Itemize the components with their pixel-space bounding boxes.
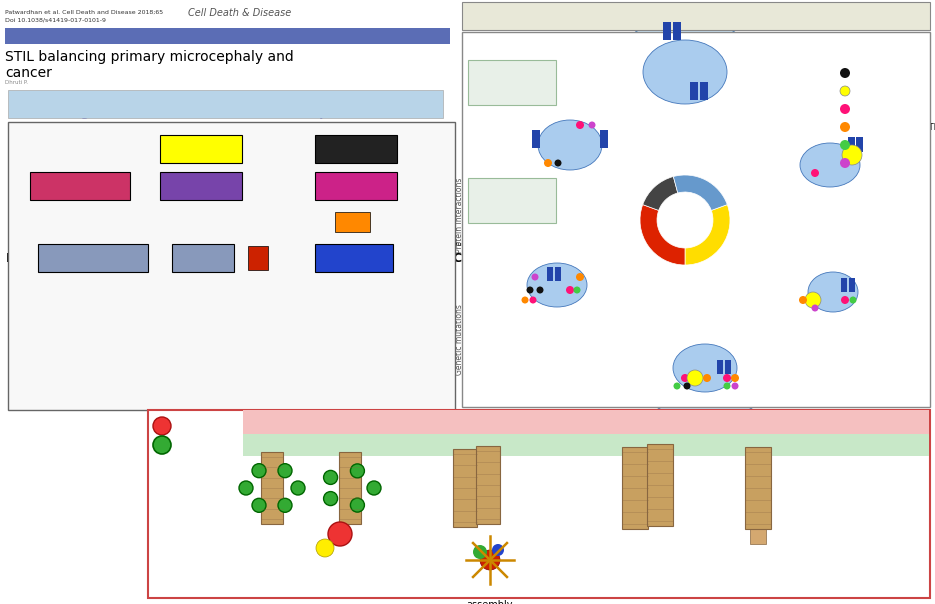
Circle shape [537, 286, 543, 294]
Wedge shape [685, 205, 730, 265]
Ellipse shape [495, 80, 645, 210]
Text: STAN: STAN [338, 253, 370, 263]
Circle shape [252, 464, 266, 478]
FancyBboxPatch shape [673, 22, 681, 40]
Circle shape [724, 382, 730, 390]
Ellipse shape [485, 224, 625, 340]
Circle shape [324, 492, 338, 506]
FancyBboxPatch shape [160, 135, 242, 163]
FancyBboxPatch shape [148, 410, 930, 598]
Text: 1148: 1148 [387, 232, 399, 237]
Ellipse shape [771, 238, 895, 342]
Text: 499: 499 [229, 232, 238, 237]
Text: STIL
box: STIL box [346, 217, 358, 227]
Text: p.Lys785Glufs*2: p.Lys785Glufs*2 [169, 303, 214, 308]
Text: C: C [452, 251, 461, 265]
FancyBboxPatch shape [468, 178, 556, 223]
Text: CDK1/Cyclin B: CDK1/Cyclin B [855, 68, 915, 77]
Text: b: b [829, 283, 837, 293]
Circle shape [805, 292, 821, 308]
Text: Patwardhan et al. Cell Death and Disease 2018;65: Patwardhan et al. Cell Death and Disease… [5, 10, 163, 15]
Text: ON: ON [630, 415, 654, 429]
Wedge shape [673, 175, 727, 210]
Text: Genetic mutations: Genetic mutations [455, 304, 465, 376]
Text: Dhruti P.: Dhruti P. [5, 80, 130, 85]
FancyBboxPatch shape [717, 360, 723, 374]
Text: Cartwheel (HsSAS-6)
assembly: Cartwheel (HsSAS-6) assembly [439, 588, 540, 604]
Ellipse shape [538, 120, 602, 170]
Text: f: f [688, 67, 692, 77]
FancyBboxPatch shape [462, 32, 930, 407]
Text: 26: 26 [35, 232, 41, 237]
Text: p.Gly717Glu: p.Gly717Glu [21, 333, 55, 338]
Text: 385: 385 [167, 232, 177, 237]
FancyBboxPatch shape [243, 434, 355, 456]
FancyBboxPatch shape [555, 267, 561, 281]
Circle shape [316, 539, 334, 557]
Text: REVIEW ARTICLE: REVIEW ARTICLE [12, 31, 103, 41]
FancyBboxPatch shape [38, 244, 148, 272]
Circle shape [291, 481, 305, 495]
Text: Spindle
Assembly
Checkpoint: Spindle Assembly Checkpoint [491, 67, 534, 97]
Ellipse shape [617, 14, 753, 130]
Circle shape [278, 498, 292, 512]
FancyBboxPatch shape [248, 246, 268, 270]
Text: 768: 768 [264, 232, 273, 237]
Circle shape [278, 464, 292, 478]
Circle shape [351, 498, 365, 512]
FancyBboxPatch shape [5, 28, 450, 44]
Circle shape [683, 382, 691, 390]
Circle shape [840, 104, 850, 114]
Text: p.Gly943llefs*14: p.Gly943llefs*14 [235, 303, 280, 308]
Circle shape [840, 140, 850, 150]
Text: Doi 10.1038/s41419-017-0101-9: Doi 10.1038/s41419-017-0101-9 [5, 18, 106, 23]
FancyBboxPatch shape [8, 90, 443, 118]
Circle shape [576, 121, 584, 129]
Text: STIL: STIL [855, 86, 872, 95]
Circle shape [351, 464, 365, 478]
Text: G1: G1 [714, 208, 726, 216]
Circle shape [723, 374, 731, 382]
FancyBboxPatch shape [172, 244, 234, 272]
FancyBboxPatch shape [745, 447, 771, 529]
Circle shape [731, 374, 739, 382]
Text: cancer: cancer [5, 66, 51, 80]
Text: N: N [6, 251, 16, 265]
Circle shape [239, 481, 253, 495]
Text: APC/C: APC/C [338, 144, 375, 154]
Text: APC/C spiral sim: APC/C spiral sim [821, 188, 855, 192]
Circle shape [529, 297, 537, 303]
Text: Plk4
stabilization: Plk4 stabilization [528, 518, 592, 539]
Ellipse shape [800, 143, 860, 187]
Circle shape [840, 158, 850, 168]
FancyBboxPatch shape [468, 60, 556, 105]
Text: STIL
phosphorylation: STIL phosphorylation [309, 568, 388, 590]
Text: Conserved regions, functional domains, and: Conserved regions, functional domains, a… [87, 99, 363, 109]
Text: Ring: Ring [286, 439, 312, 452]
Wedge shape [642, 176, 678, 210]
FancyBboxPatch shape [355, 434, 929, 456]
Text: a: a [822, 165, 828, 175]
Text: Dot: Dot [631, 439, 653, 452]
Ellipse shape [643, 40, 727, 104]
FancyBboxPatch shape [841, 278, 847, 292]
Circle shape [731, 382, 739, 390]
Circle shape [811, 169, 819, 177]
FancyBboxPatch shape [547, 267, 553, 281]
Circle shape [840, 86, 850, 96]
Circle shape [544, 159, 552, 167]
FancyBboxPatch shape [647, 444, 673, 526]
FancyBboxPatch shape [453, 449, 477, 527]
Circle shape [531, 274, 539, 280]
Circle shape [841, 296, 849, 304]
FancyBboxPatch shape [532, 130, 540, 148]
FancyBboxPatch shape [261, 452, 283, 524]
Text: PLK4: PLK4 [185, 181, 217, 191]
Text: ⊕: ⊕ [649, 55, 661, 69]
Text: Cell Death & Disease: Cell Death & Disease [188, 8, 292, 18]
Text: STIL: STIL [176, 421, 203, 431]
Text: CR1: CR1 [80, 253, 105, 263]
FancyBboxPatch shape [315, 172, 397, 200]
Circle shape [681, 374, 689, 382]
Text: CR2: CR2 [193, 253, 214, 263]
